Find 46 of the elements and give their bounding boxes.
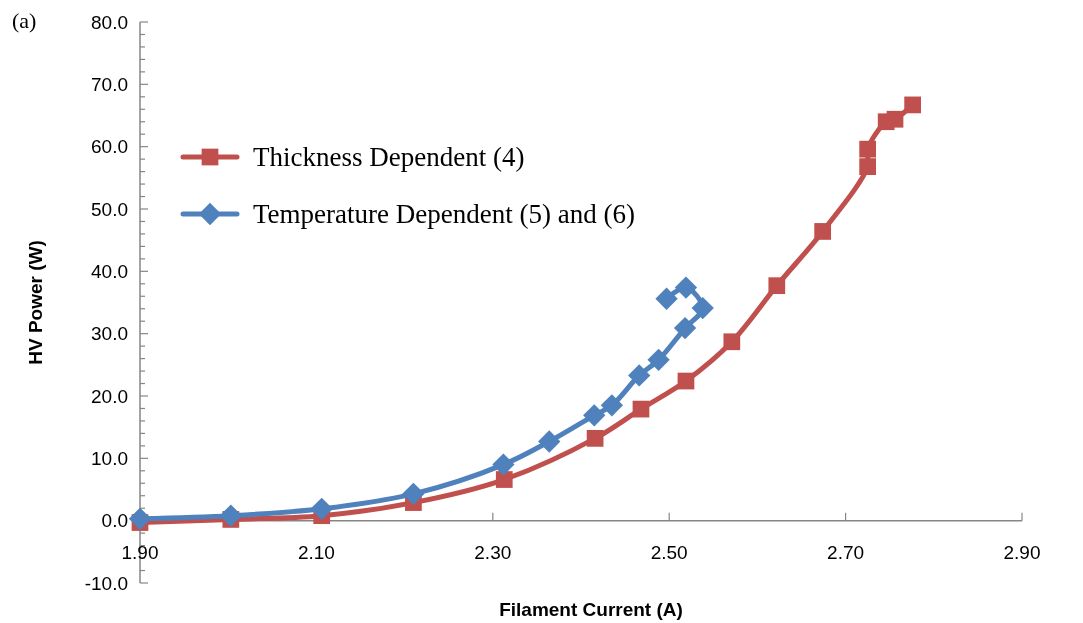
x-tick-label: 2.90 <box>1003 541 1041 563</box>
x-tick-label: 1.90 <box>121 541 159 563</box>
point <box>768 277 786 295</box>
y-tick-label: 20.0 <box>91 385 128 407</box>
point <box>655 287 678 310</box>
point <box>492 453 515 476</box>
point <box>128 507 152 530</box>
legend-label: Thickness Dependent (4) <box>253 142 525 173</box>
y-tick-label: 50.0 <box>91 198 128 220</box>
point <box>600 394 624 417</box>
point <box>628 364 651 387</box>
x-tick-label: 2.10 <box>297 541 335 563</box>
point <box>904 96 921 114</box>
y-tick-label: 80.0 <box>91 11 128 33</box>
point <box>859 158 877 175</box>
x-axis-title: Filament Current (A) <box>499 599 683 620</box>
point <box>310 497 333 520</box>
point <box>647 348 670 371</box>
legend-label: Temperature Dependent (5) and (6) <box>253 199 635 230</box>
point <box>886 110 904 128</box>
point <box>674 276 698 299</box>
point <box>632 400 650 418</box>
point <box>723 333 741 351</box>
point <box>814 223 832 240</box>
y-tick-label: 70.0 <box>91 73 128 95</box>
y-tick-label: 30.0 <box>91 323 128 345</box>
y-tick-label: 40.0 <box>91 260 128 282</box>
x-tick-label: 2.50 <box>650 541 688 563</box>
text: (a) <box>12 8 37 33</box>
y-tick-label: 10.0 <box>91 447 128 469</box>
point <box>691 296 714 320</box>
point <box>219 504 242 527</box>
y-tick-label: 0.0 <box>101 510 128 532</box>
point <box>538 430 561 453</box>
point <box>495 471 513 488</box>
x-tick-label: 2.30 <box>474 541 512 563</box>
y-tick-label: 60.0 <box>91 136 128 158</box>
y-tick-label: -10.0 <box>84 572 128 594</box>
point <box>583 404 606 427</box>
y-axis-title: HV Power (W) <box>25 240 46 365</box>
point <box>402 482 425 506</box>
x-tick-label: 2.70 <box>827 541 865 563</box>
point <box>673 316 697 340</box>
point <box>859 140 877 158</box>
point <box>586 430 604 447</box>
point <box>677 372 695 390</box>
